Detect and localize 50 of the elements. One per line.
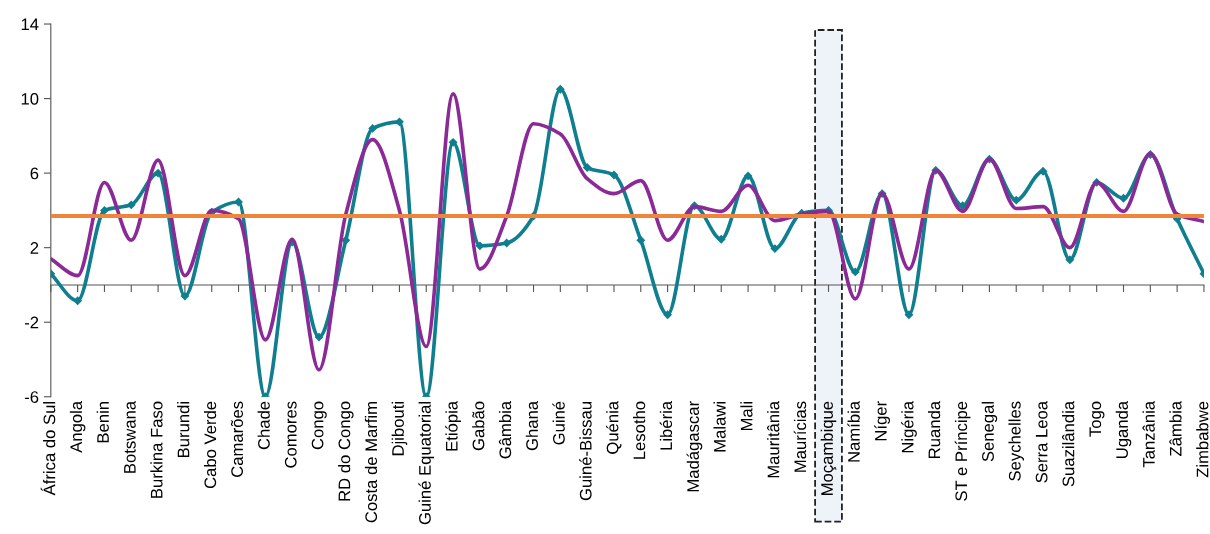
y-tick-label: 2 <box>30 242 39 254</box>
x-tick-label: Ghana <box>525 400 538 451</box>
x-tick-label: Djibouti <box>391 402 408 456</box>
x-tick-label: Tanzânia <box>1142 400 1155 468</box>
x-tick-label: Seychelles <box>1008 401 1024 481</box>
x-tick-label: Moçambique <box>820 401 837 495</box>
x-tick-label: Costa de Marfim <box>364 402 378 523</box>
x-tick-label: Angola <box>69 400 86 453</box>
x-tick-label: Etiópia <box>445 400 461 451</box>
y-tick-label: 6 <box>30 167 39 180</box>
x-tick-label: Botswana <box>124 400 136 473</box>
x-tick-label: Madágascar <box>686 401 703 492</box>
x-tick-label: África do Sul <box>40 402 56 496</box>
x-tick-label: Suazilândia <box>1062 400 1075 487</box>
x-tick-label: Benin <box>96 402 109 443</box>
x-tick-label: Gâmbia <box>498 400 512 459</box>
x-tick-label: Chade <box>257 401 270 450</box>
x-tick-label: ST e Príncipe <box>954 401 971 501</box>
x-tick-label: Burkina Faso <box>150 401 163 498</box>
x-tick-label: Senegal <box>981 402 998 462</box>
x-tick-label: Congo <box>311 401 327 450</box>
x-tick-label: Guiné Equatorial <box>418 402 435 525</box>
x-tick-label: Níger <box>874 401 891 441</box>
x-tick-label: Zâmbia <box>1169 400 1182 456</box>
x-tick-label: Gabão <box>472 401 485 451</box>
x-tick-label: Malawi <box>713 402 726 452</box>
x-tick-label: Togo <box>1089 401 1105 437</box>
x-tick-label: Serra Leoa <box>1035 400 1048 483</box>
x-tick-label: Cabo Verde <box>203 401 217 489</box>
y-tick-label: 10 <box>21 92 39 105</box>
x-tick-label: Zimbabwe <box>1196 401 1209 478</box>
x-tick-label: Burundi <box>177 402 190 457</box>
x-tick-label: Quénia <box>606 400 622 454</box>
x-tick-label: Comores <box>284 401 297 468</box>
x-tick-label: Guiné-Bissau <box>579 402 592 501</box>
y-tick-label: 14 <box>21 18 39 31</box>
y-tick-label: -6 <box>24 391 39 403</box>
x-tick-label: Nigéria <box>901 400 917 453</box>
x-tick-label: Mali <box>740 402 753 431</box>
x-tick-label: Lesotho <box>633 401 646 459</box>
x-tick-label: Maurícias <box>793 401 807 472</box>
x-tick-label: Camarões <box>230 401 244 477</box>
x-tick-label: Ruanda <box>928 400 941 458</box>
x-tick-label: Uganda <box>1115 400 1132 459</box>
y-tick-label: -2 <box>24 316 39 329</box>
x-tick-label: Libéria <box>659 400 673 450</box>
x-tick-label: Guiné <box>552 401 565 445</box>
x-tick-label: Mauritânia <box>767 400 780 478</box>
x-tick-label: Namíbia <box>847 400 860 462</box>
x-tick-label: RD do Congo <box>338 401 354 501</box>
